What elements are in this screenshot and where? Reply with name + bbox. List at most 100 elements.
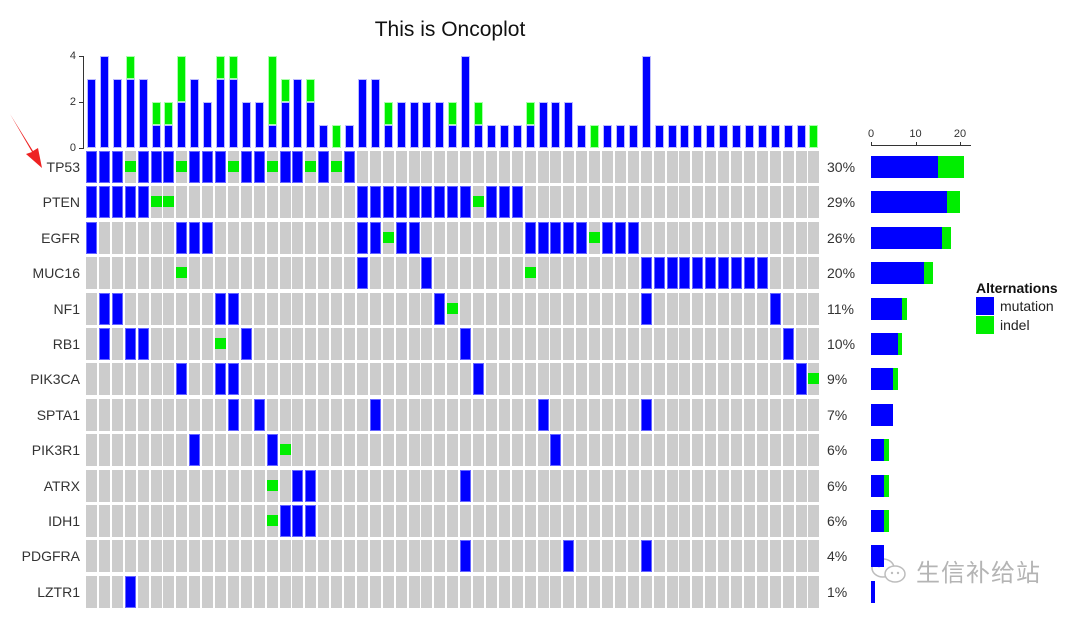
grid-cell (215, 186, 226, 219)
grid-cell (718, 575, 730, 608)
mutation-mark (266, 434, 278, 467)
grid-cell (627, 398, 639, 431)
grid-cell (382, 292, 394, 325)
grid-cell (602, 186, 613, 219)
grid-cell (163, 151, 175, 183)
y-tick-label: 2 (69, 96, 76, 108)
grid-cell (550, 363, 562, 396)
grid-cell (498, 328, 510, 360)
grid-cell (640, 186, 652, 219)
grid-cell (86, 575, 97, 608)
sample-count-bar (216, 56, 225, 148)
mutation-mark (369, 221, 381, 254)
grid-cell (473, 434, 484, 467)
grid-cell (485, 292, 497, 325)
grid-cell (756, 540, 768, 573)
grid-cell (124, 575, 136, 608)
grid-cell (331, 575, 343, 608)
grid-cell (743, 469, 755, 502)
grid-cell (266, 151, 278, 183)
grid-cell (808, 540, 820, 573)
grid-cell (266, 398, 278, 431)
indel-segment (267, 56, 277, 125)
grid-cell (756, 292, 768, 325)
grid-cell (563, 186, 575, 219)
grid-cell (305, 540, 317, 573)
grid-cell (589, 398, 601, 431)
sample-count-bar (448, 102, 458, 148)
gene-count-bar (871, 262, 934, 285)
mutation-mark (782, 328, 794, 360)
sample-count-bar (228, 56, 238, 148)
grid-cell (614, 292, 626, 325)
grid-cell (627, 328, 639, 360)
mutation-mark (498, 186, 510, 219)
grid-cell (215, 540, 226, 573)
mutation-mark (460, 328, 472, 360)
grid-cell (382, 505, 394, 537)
grid-cell (86, 505, 97, 537)
sample-count-bar (590, 125, 600, 148)
mutation-segment (370, 79, 380, 148)
gene-label: IDH1 (48, 513, 80, 529)
mutation-segment (757, 125, 767, 148)
grid-cell (434, 469, 446, 502)
grid-cell (318, 257, 330, 290)
grid-cell (395, 186, 407, 219)
red-arrow-icon (10, 114, 42, 168)
mutation-segment (719, 125, 729, 148)
grid-cell (382, 363, 394, 396)
grid-cell (692, 257, 704, 290)
grid-cell (331, 398, 343, 431)
mutation-segment (871, 368, 894, 391)
grid-cell (279, 434, 291, 467)
mutation-mark (98, 151, 110, 183)
grid-cell (473, 151, 484, 183)
grid-cell (137, 540, 149, 573)
grid-cell (460, 221, 472, 254)
grid-cell (731, 505, 742, 537)
grid-cell (227, 257, 239, 290)
grid-cell (253, 257, 265, 290)
grid-cell (434, 505, 446, 537)
mutation-segment (241, 102, 251, 148)
grid-cell (137, 575, 149, 608)
grid-cell (176, 434, 188, 467)
mutation-mark (253, 151, 265, 183)
indel-mark (331, 161, 343, 172)
grid-cell (666, 398, 678, 431)
grid-cell (395, 398, 407, 431)
grid-cell (395, 292, 407, 325)
grid-cell (369, 151, 381, 183)
grid-cell (253, 540, 265, 573)
mutation-segment (216, 79, 225, 148)
grid-cell (163, 186, 175, 219)
indel-segment (937, 156, 965, 178)
grid-cell (279, 398, 291, 431)
grid-cell (743, 292, 755, 325)
mutation-mark (215, 292, 226, 325)
grid-cell (808, 151, 820, 183)
grid-cell (202, 363, 214, 396)
grid-cell (202, 540, 214, 573)
grid-cell (808, 469, 820, 502)
grid-cell (421, 257, 433, 290)
x-tick-label: 10 (909, 128, 922, 140)
sample-count-bar (719, 125, 729, 148)
grid-cell (614, 575, 626, 608)
mutation-segment (654, 125, 664, 148)
indel-segment (884, 439, 889, 462)
grid-cell (215, 151, 226, 183)
grid-cell (795, 398, 807, 431)
grid-cell (408, 292, 420, 325)
grid-cell (266, 434, 278, 467)
grid-cell (447, 505, 459, 537)
grid-cell (666, 363, 678, 396)
grid-cell (627, 221, 639, 254)
grid-cell (498, 151, 510, 183)
mutation-segment (254, 102, 264, 148)
gene-label: LZTR1 (37, 583, 80, 600)
grid-cell (305, 434, 317, 467)
grid-cell (679, 505, 691, 537)
grid-cell (498, 292, 510, 325)
